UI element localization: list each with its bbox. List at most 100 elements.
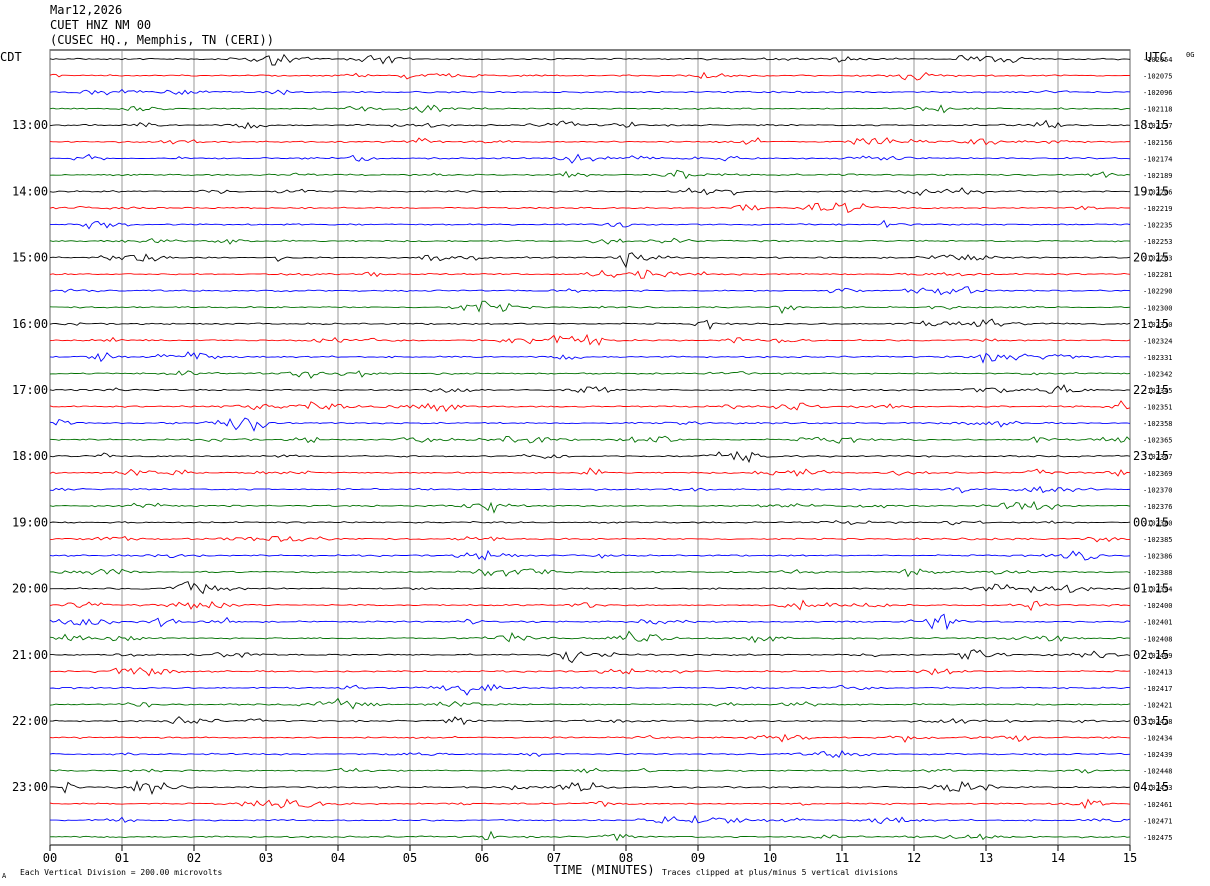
plot-frame [49,49,1131,846]
right-hour-label: 01:15 [1133,582,1169,596]
trace-value-label: -102096 [1143,89,1173,97]
trace-line [49,153,1131,164]
trace-value-label: -102351 [1143,404,1173,412]
x-tick-label: 06 [475,851,489,865]
trace-value-label: -102263 [1143,255,1173,263]
trace-line [49,71,1131,81]
x-tick-label: 02 [187,851,201,865]
x-tick-label: 11 [835,851,849,865]
x-tick-label: 12 [907,851,921,865]
trace-line [49,219,1131,230]
trace-line [49,697,1131,710]
x-tick-label: 08 [619,851,633,865]
trace-line [49,500,1131,514]
right-zone-label: UTC [1145,50,1167,64]
trace-value-label: -102417 [1143,685,1173,693]
trace-value-label: -102156 [1143,139,1173,147]
trace-value-label: -102475 [1143,834,1173,842]
trace-value-label: -102054 [1143,56,1173,64]
x-axis-label: TIME (MINUTES) [553,863,654,877]
trace-line [50,649,1131,664]
x-tick-label: 15 [1123,851,1137,865]
left-hour-label: 16:00 [12,317,48,331]
corner-mark: A [2,872,7,880]
x-tick-label: 01 [115,851,129,865]
trace-value-label: -102413 [1143,668,1173,676]
right-hour-label: 19:15 [1133,184,1169,198]
x-tick-label: 07 [547,851,561,865]
clip-note: Traces clipped at plus/minus 5 vertical … [662,868,898,877]
trace-value-label: -102118 [1143,106,1173,114]
trace-value-label: -102439 [1143,751,1173,759]
trace-line [49,780,1131,795]
trace-line [49,119,1131,130]
trace-value-label: -102385 [1143,536,1173,544]
trace-line [49,683,1131,696]
trace-value-label: -102453 [1143,784,1173,792]
x-tick-label: 05 [403,851,417,865]
x-tick-label: 13 [979,851,993,865]
trace-line [49,88,1131,96]
trace-value-label: -102409 [1143,652,1173,660]
trace-value-label: -102380 [1143,519,1173,527]
grid-layer [49,49,1131,851]
right-top-small: 0G [1186,51,1194,59]
trace-line [49,733,1131,743]
trace-value-label: -102369 [1143,470,1173,478]
right-hour-label: 21:15 [1133,317,1169,331]
trace-value-label: -102358 [1143,420,1173,428]
right-hour-label: 02:15 [1133,648,1169,662]
trace-line [49,269,1131,279]
trace-line [49,520,1131,526]
trace-line [49,485,1131,494]
trace-value-label: -102342 [1143,370,1173,378]
trace-line [49,169,1131,180]
trace-line [49,613,1131,631]
trace-line [49,549,1131,561]
left-hour-label: 17:00 [12,383,48,397]
vertical-division-note: Each Vertical Division = 200.00 microvol… [20,868,222,877]
trace-value-label: -102408 [1143,635,1173,643]
trace-line [49,535,1130,543]
x-tick-label: 00 [43,851,57,865]
trace-value-label: -102370 [1143,486,1173,494]
trace-value-label: -102345 [1143,387,1173,395]
trace-line [49,137,1131,146]
trace-value-label: -102253 [1143,238,1173,246]
trace-line [49,581,1131,595]
station-label: CUET HNZ NM 00 [50,18,152,32]
trace-value-label: -102219 [1143,205,1173,213]
trace-line [49,53,1131,66]
trace-line [49,202,1130,214]
left-hour-label: 18:00 [12,449,48,463]
location-label: (CUSEC HQ., Memphis, TN (CERI)) [50,33,274,47]
trace-value-label: -102290 [1143,288,1173,296]
trace-value-label: -102324 [1143,337,1173,345]
trace-line [49,568,1131,578]
trace-value-label: -102394 [1143,586,1173,594]
trace-line [49,749,1131,759]
trace-value-label: -102401 [1143,619,1173,627]
trace-line [49,252,1131,269]
trace-value-label: -102448 [1143,768,1173,776]
trace-line [49,830,1131,842]
trace-line [49,300,1131,314]
trace-line [49,599,1131,612]
trace-value-label: -102281 [1143,271,1173,279]
trace-value-label: -102206 [1143,188,1173,196]
left-hour-label: 19:00 [12,515,48,529]
right-hour-label: 00:15 [1133,515,1169,529]
trace-value-label: -102471 [1143,817,1173,825]
x-tick-label: 09 [691,851,705,865]
trace-value-label: -102434 [1143,735,1173,743]
trace-layer [49,53,1131,842]
left-hour-label: 21:00 [12,648,48,662]
trace-value-label: -102235 [1143,222,1173,230]
left-hour-label: 23:00 [12,780,48,794]
trace-line [49,798,1131,810]
trace-line [49,716,1131,726]
trace-line [49,384,1131,394]
left-hour-label: 20:00 [12,582,48,596]
trace-line [49,400,1131,413]
